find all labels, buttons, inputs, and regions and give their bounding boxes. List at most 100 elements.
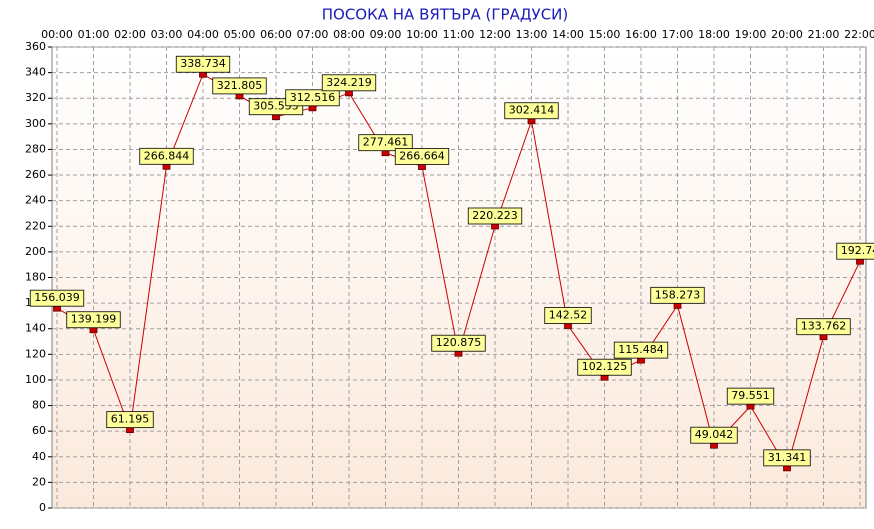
- x-tick-label: 00:00: [41, 28, 73, 41]
- data-label-box: [613, 341, 669, 359]
- data-label-text: 102.125: [582, 360, 628, 373]
- data-label-box: [394, 148, 450, 165]
- data-label: 321.805: [212, 77, 267, 95]
- data-label-box: [467, 207, 523, 225]
- x-tick-label: 17:00: [662, 28, 694, 41]
- x-tick-label: 22:00: [844, 28, 874, 41]
- data-label: 102.125: [577, 358, 632, 376]
- x-tick-label: 18:00: [698, 28, 730, 41]
- data-label: 49.042: [690, 426, 738, 444]
- y-tick-label: 140: [25, 322, 46, 335]
- x-tick-label: 09:00: [370, 28, 402, 41]
- x-tick-label: 10:00: [406, 28, 438, 41]
- data-label: 133.762: [796, 318, 851, 336]
- y-tick-label: 280: [25, 142, 46, 155]
- data-label-text: 158.273: [655, 288, 701, 301]
- data-label-box: [763, 449, 811, 467]
- data-label-text: 277.461: [363, 136, 409, 149]
- data-label-box: [358, 134, 413, 152]
- data-label-text: 312.516: [290, 91, 336, 104]
- data-label-text: 31.341: [768, 451, 807, 464]
- data-label: 302.414: [504, 102, 559, 120]
- data-label-box: [212, 77, 267, 95]
- y-tick-label: 200: [25, 245, 46, 258]
- data-label-text: 338.734: [180, 57, 226, 70]
- x-tick-label: 03:00: [151, 28, 183, 41]
- data-label-box: [29, 289, 85, 307]
- data-label-text: 120.875: [436, 336, 482, 349]
- data-label-box: [650, 286, 705, 304]
- data-label-box: [504, 102, 559, 120]
- x-tick-label: 19:00: [735, 28, 767, 41]
- x-tick-label: 08:00: [333, 28, 365, 41]
- data-label-text: 266.844: [144, 149, 190, 162]
- y-tick-label: 80: [32, 399, 46, 412]
- data-label-text: 156.039: [34, 291, 80, 304]
- data-label: 192.74: [836, 242, 874, 260]
- data-label-box: [175, 55, 231, 73]
- y-tick-label: 0: [39, 501, 46, 514]
- y-tick-label: 60: [32, 424, 46, 437]
- x-tick-label: 06:00: [260, 28, 292, 41]
- data-label-text: 142.52: [549, 308, 588, 321]
- data-label-text: 139.199: [71, 313, 117, 326]
- y-tick-label: 260: [25, 168, 46, 181]
- x-tick-label: 01:00: [78, 28, 110, 41]
- y-tick-label: 20: [32, 475, 46, 488]
- data-label-text: 79.551: [731, 389, 770, 402]
- data-label-text: 324.219: [326, 76, 372, 89]
- y-tick-label: 40: [32, 450, 46, 463]
- data-label-text: 321.805: [217, 79, 263, 92]
- data-label-text: 49.042: [695, 428, 734, 441]
- data-label: 324.219: [321, 74, 377, 92]
- data-label-box: [726, 387, 775, 405]
- data-label: 115.484: [613, 341, 669, 359]
- x-tick-label: 05:00: [224, 28, 256, 41]
- data-label-box: [285, 89, 340, 107]
- y-tick-label: 100: [25, 373, 46, 386]
- data-label-text: 115.484: [618, 343, 664, 356]
- data-label-box: [690, 426, 738, 444]
- data-label-box: [544, 307, 592, 324]
- x-tick-label: 13:00: [516, 28, 548, 41]
- y-tick-label: 120: [25, 347, 46, 360]
- y-tick-label: 320: [25, 91, 46, 104]
- data-label-text: 266.664: [399, 150, 445, 163]
- y-tick-label: 340: [25, 66, 46, 79]
- data-label: 266.844: [139, 147, 194, 165]
- x-tick-label: 16:00: [625, 28, 657, 41]
- data-label-box: [796, 318, 851, 336]
- data-label: 220.223: [467, 207, 523, 225]
- data-label: 338.734: [175, 55, 231, 73]
- data-label-text: 133.762: [801, 320, 847, 333]
- x-tick-label: 11:00: [443, 28, 475, 41]
- data-label: 31.341: [763, 449, 811, 467]
- data-label-text: 61.195: [111, 413, 150, 426]
- x-tick-label: 04:00: [187, 28, 219, 41]
- data-label-box: [106, 411, 154, 429]
- data-label: 266.664: [394, 148, 450, 165]
- data-label: 312.516: [285, 89, 340, 107]
- data-label-box: [577, 358, 632, 376]
- data-label: 139.199: [66, 311, 121, 329]
- x-tick-label: 12:00: [479, 28, 511, 41]
- chart-title: ПОСОКА НА ВЯТЪРА (ГРАДУСИ): [322, 6, 569, 24]
- data-label-text: 220.223: [472, 209, 518, 222]
- x-tick-label: 15:00: [589, 28, 621, 41]
- data-label: 61.195: [106, 411, 154, 429]
- data-label: 158.273: [650, 286, 705, 304]
- x-tick-label: 14:00: [552, 28, 584, 41]
- x-tick-label: 07:00: [297, 28, 329, 41]
- y-tick-label: 300: [25, 117, 46, 130]
- x-tick-label: 21:00: [808, 28, 840, 41]
- y-tick-label: 240: [25, 194, 46, 207]
- x-tick-label: 02:00: [114, 28, 146, 41]
- data-label: 120.875: [431, 334, 486, 352]
- data-label: 142.52: [544, 307, 592, 324]
- data-label-box: [431, 334, 486, 352]
- y-tick-label: 220: [25, 219, 46, 232]
- data-label-box: [139, 147, 194, 165]
- y-tick-label: 180: [25, 271, 46, 284]
- data-label-box: [66, 311, 121, 329]
